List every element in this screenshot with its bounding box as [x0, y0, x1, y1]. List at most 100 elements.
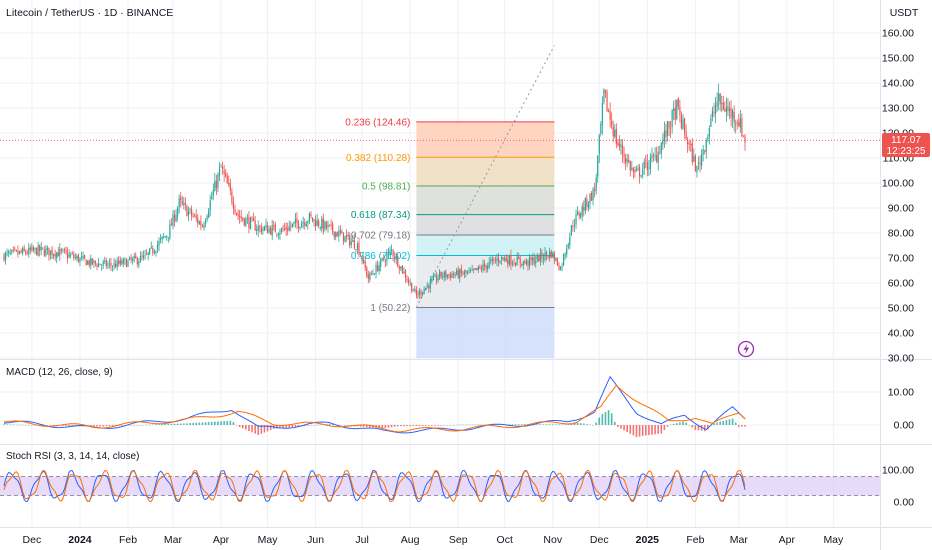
candle-body	[580, 213, 582, 218]
candle-body	[674, 107, 676, 121]
candle-body	[218, 168, 221, 176]
macd-histogram-bar	[102, 425, 105, 427]
macd-histogram-bar	[369, 425, 371, 428]
macd-title[interactable]: MACD (12, 26, close, 9)	[6, 367, 113, 378]
macd-histogram-bar	[266, 425, 269, 432]
candle-body	[291, 223, 293, 227]
candle-body	[167, 237, 169, 238]
stoch-rsi-title[interactable]: Stoch RSI (3, 3, 14, 14, close)	[6, 451, 139, 462]
candle-body	[144, 254, 146, 256]
candle-body	[327, 224, 329, 228]
candle-body	[310, 214, 312, 217]
candle-body	[54, 253, 56, 257]
time-tick-label: Apr	[213, 534, 230, 546]
candle-body	[349, 235, 351, 246]
candle-body	[389, 250, 391, 252]
time-axis[interactable]: Dec 2024 Feb Mar Apr May Jun Jul Aug Sep Oct Nov Dec…	[23, 534, 844, 546]
candle-body	[133, 256, 135, 259]
macd-histogram-bar	[555, 424, 557, 425]
candle-body	[617, 142, 619, 146]
candle-body	[183, 202, 185, 205]
candle-body	[417, 294, 419, 296]
candle-body	[17, 250, 19, 255]
candle-body	[80, 256, 83, 258]
candle-body	[159, 238, 162, 240]
fib-trendline[interactable]	[415, 45, 555, 308]
candle-body	[296, 218, 298, 223]
macd-series-line	[3, 375, 746, 434]
macd-histogram-bar	[424, 425, 427, 426]
candle-body	[293, 221, 295, 224]
candle-body	[226, 175, 228, 184]
candle-body	[411, 282, 413, 292]
macd-histogram-bar	[679, 422, 681, 425]
candle-body	[687, 140, 689, 145]
candle-body	[693, 155, 695, 162]
macd-histogram-bar	[71, 425, 74, 427]
candle-body	[294, 219, 297, 224]
candle-body	[116, 260, 118, 267]
candle-body	[561, 265, 563, 267]
candle-body	[249, 217, 252, 230]
macd-histogram-bar	[359, 425, 362, 427]
macd-histogram-bar	[251, 425, 253, 433]
candle-body	[412, 290, 414, 292]
macd-histogram-bar	[254, 425, 256, 434]
candle-body	[135, 255, 137, 259]
candle-body	[361, 255, 363, 262]
candle-body	[739, 118, 741, 128]
candle-body	[25, 251, 27, 254]
candle-body	[212, 190, 214, 197]
macd-histogram-bar	[610, 413, 613, 425]
candle-body	[149, 248, 151, 254]
candle-body	[666, 121, 669, 136]
candle-body	[394, 256, 396, 259]
candle-body	[451, 274, 453, 278]
candle-body	[23, 247, 25, 251]
candle-body	[673, 108, 675, 112]
candle-body	[39, 245, 41, 252]
stoch-rsi-tick-label: 0.00	[894, 497, 915, 509]
symbol-title[interactable]: Litecoin / TetherUS · 1D · BINANCE	[6, 7, 173, 19]
lightning-icon[interactable]	[737, 340, 755, 358]
candle-body	[209, 200, 211, 211]
candle-body	[524, 261, 526, 264]
candle-body	[235, 212, 238, 214]
candle-body	[707, 136, 709, 140]
candle-body	[645, 159, 647, 161]
macd-histogram-bar	[344, 425, 346, 426]
candle-body	[99, 263, 101, 265]
macd-histogram-bar	[381, 425, 384, 428]
candle-body	[318, 221, 320, 227]
candle-body	[113, 263, 115, 267]
macd-histogram-bar	[666, 425, 669, 427]
macd-histogram-bar	[68, 425, 70, 427]
macd-histogram-bar	[657, 425, 659, 434]
candle-body	[333, 231, 335, 237]
macd-histogram-bar	[316, 424, 318, 426]
candle-body	[53, 254, 55, 256]
candle-body	[547, 256, 549, 258]
candle-body	[612, 126, 614, 137]
candle-body	[299, 227, 301, 229]
candle-body	[663, 130, 665, 142]
candle-body	[677, 98, 679, 107]
macd-histogram-bar	[592, 424, 594, 426]
candle-body	[609, 110, 611, 120]
fib-band	[416, 307, 555, 358]
candle-body	[380, 259, 382, 267]
candle-body	[263, 226, 266, 231]
candle-body	[705, 140, 707, 152]
candle-body	[187, 211, 190, 216]
price-badge-countdown: 12:23:25	[887, 146, 926, 157]
candle-body	[378, 265, 380, 272]
time-tick-label: Feb	[119, 534, 137, 546]
currency-label[interactable]: USDT	[890, 7, 919, 19]
price-axis[interactable]: 160.00150.00140.00130.00120.00110.00100.…	[882, 28, 914, 509]
candle-body	[621, 145, 624, 155]
macd-histogram-bar	[189, 423, 191, 425]
macd-histogram-bar	[688, 425, 690, 426]
candle-body	[221, 166, 224, 169]
candle-body	[70, 254, 72, 256]
